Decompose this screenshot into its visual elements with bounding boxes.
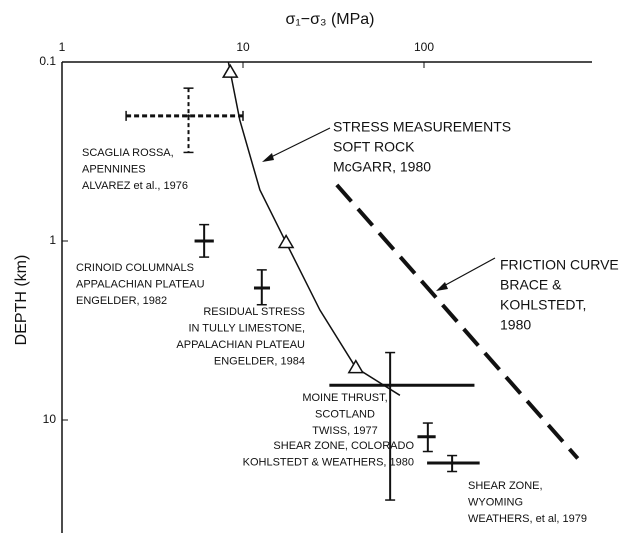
annotation: MOINE THRUST, bbox=[302, 392, 387, 404]
arrow-head bbox=[262, 153, 274, 162]
annotation: SOFT ROCK bbox=[333, 139, 415, 155]
annotation: SHEAR ZONE, COLORADO bbox=[273, 440, 414, 452]
point-center bbox=[388, 383, 392, 387]
annotation-arrow bbox=[264, 127, 331, 161]
annotation: 1980 bbox=[500, 317, 531, 333]
annotation: ENGELDER, 1982 bbox=[76, 295, 167, 307]
friction-curve bbox=[335, 183, 580, 460]
x-tick-label: 100 bbox=[414, 40, 434, 54]
annotation: IN TULLY LIMESTONE, bbox=[188, 322, 305, 334]
point-center bbox=[260, 286, 264, 290]
y-tick-label: 0.1 bbox=[39, 54, 56, 68]
annotation: BRACE & bbox=[500, 277, 562, 293]
point-center bbox=[187, 114, 191, 118]
annotation: KOHLSTEDT & WEATHERS, 1980 bbox=[243, 456, 414, 468]
annotation: KOHLSTEDT, bbox=[500, 297, 586, 313]
triangle-marker bbox=[277, 234, 295, 249]
point-center bbox=[426, 435, 430, 439]
x-tick-label: 10 bbox=[236, 40, 250, 54]
point-center bbox=[450, 461, 454, 465]
annotation: TWISS, 1977 bbox=[312, 425, 377, 437]
x-axis-label: σ₁−σ₃ (MPa) bbox=[285, 11, 374, 28]
annotation: SHEAR ZONE, bbox=[468, 480, 543, 492]
arrow-head bbox=[436, 282, 448, 291]
triangle-marker bbox=[347, 359, 365, 374]
x-tick-label: 1 bbox=[59, 40, 66, 54]
y-tick-label: 1 bbox=[49, 233, 56, 247]
annotation: STRESS MEASUREMENTS bbox=[333, 119, 511, 135]
y-tick-label: 10 bbox=[43, 412, 57, 426]
annotation: CRINOID COLUMNALS bbox=[76, 262, 194, 274]
annotation: SCOTLAND bbox=[315, 408, 375, 420]
annotation: FRICTION CURVE bbox=[500, 257, 619, 273]
annotation-arrow bbox=[439, 257, 496, 289]
y-axis-label: DEPTH (km) bbox=[13, 255, 30, 346]
annotation: RESIDUAL STRESS bbox=[203, 306, 305, 318]
annotation: ENGELDER, 1984 bbox=[214, 355, 305, 367]
triangle-marker bbox=[221, 63, 239, 78]
annotation: APPALACHIAN PLATEAU bbox=[76, 278, 205, 290]
annotation: McGARR, 1980 bbox=[333, 159, 431, 175]
annotation: APPALACHIAN PLATEAU bbox=[176, 339, 305, 351]
annotation: APENNINES bbox=[82, 163, 146, 175]
annotation: WYOMING bbox=[468, 496, 523, 508]
annotation: ALVAREZ et al., 1976 bbox=[82, 180, 188, 192]
point-center bbox=[202, 239, 206, 243]
annotation: WEATHERS, et al, 1979 bbox=[468, 513, 587, 525]
annotation: SCAGLIA ROSSA, bbox=[82, 147, 174, 159]
